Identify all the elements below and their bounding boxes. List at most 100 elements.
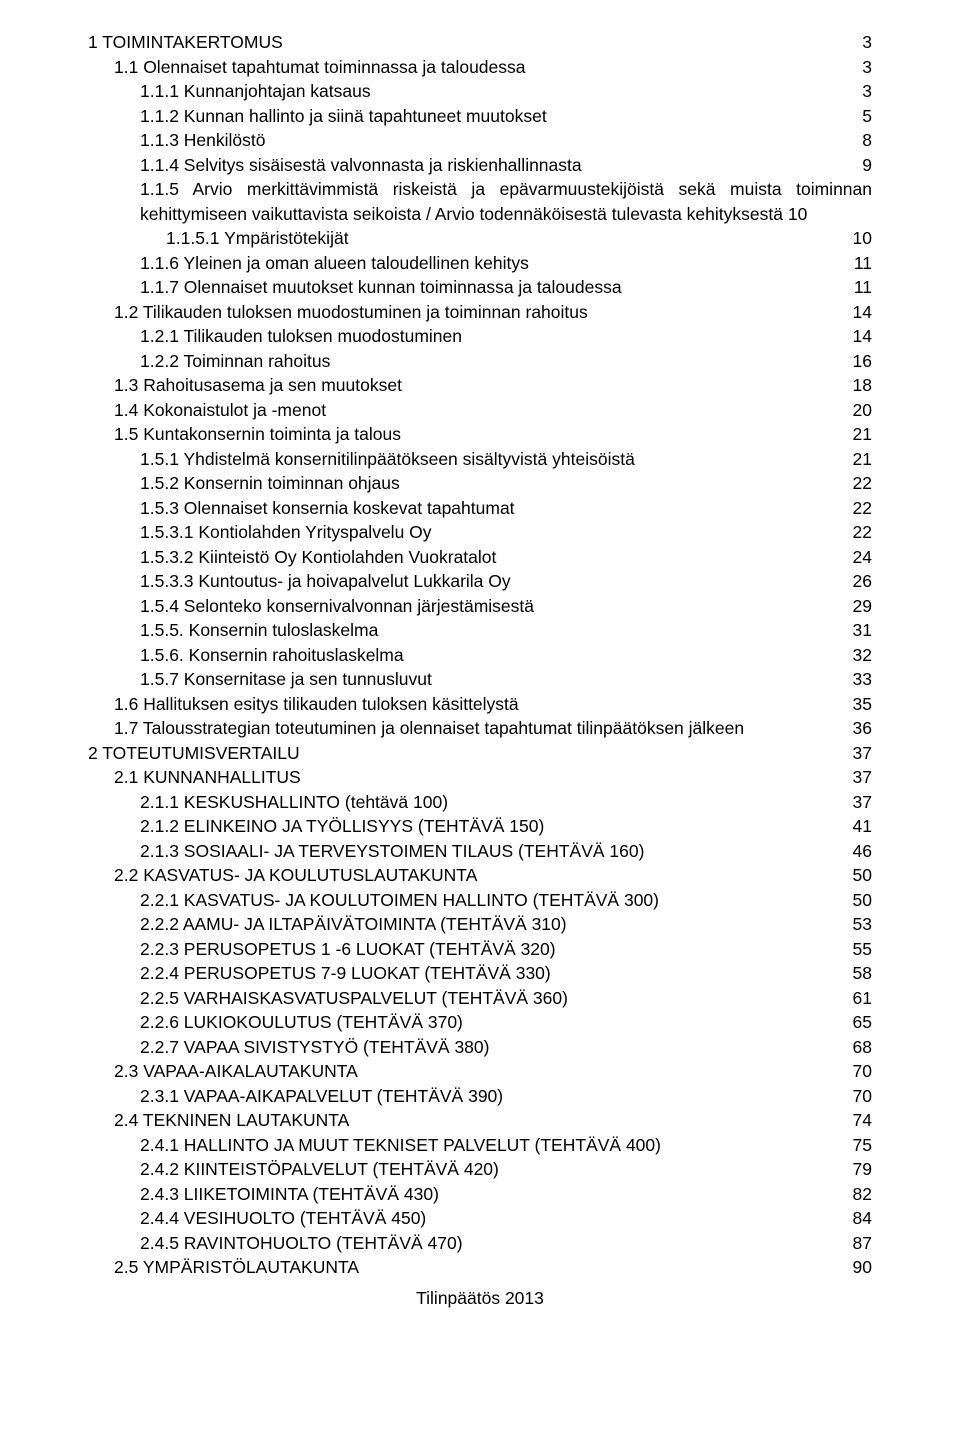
toc-entry[interactable]: 1.3 Rahoitusasema ja sen muutokset18 (88, 373, 872, 398)
toc-entry-page: 29 (853, 594, 872, 619)
toc-entry-page: 10 (853, 226, 872, 251)
toc-entry-title: 1.5.4 Selonteko konsernivalvonnan järjes… (140, 594, 534, 619)
toc-entry-title: 1.5.7 Konsernitase ja sen tunnusluvut (140, 667, 432, 692)
toc-entry-page: 22 (853, 471, 872, 496)
toc-entry-title: 2.3.1 VAPAA-AIKAPALVELUT (TEHTÄVÄ 390) (140, 1084, 503, 1109)
toc-entry-title: 2.2.2 AAMU- JA ILTAPÄIVÄTOIMINTA (TEHTÄV… (140, 912, 567, 937)
toc-entry[interactable]: 2.1.1 KESKUSHALLINTO (tehtävä 100)37 (88, 790, 872, 815)
toc-entry-page: 3 (862, 79, 872, 104)
toc-entry-page: 9 (862, 153, 872, 178)
toc-entry[interactable]: 2.2.2 AAMU- JA ILTAPÄIVÄTOIMINTA (TEHTÄV… (88, 912, 872, 937)
toc-entry[interactable]: 2.2 KASVATUS- JA KOULUTUSLAUTAKUNTA50 (88, 863, 872, 888)
toc-entry[interactable]: 1.5 Kuntakonsernin toiminta ja talous21 (88, 422, 872, 447)
toc-page: 1 TOIMINTAKERTOMUS31.1 Olennaiset tapaht… (0, 0, 960, 1448)
toc-entry-title: 1.5.3.1 Kontiolahden Yrityspalvelu Oy (140, 520, 432, 545)
toc-entry-title: 1.1.5.1 Ympäristötekijät (166, 226, 349, 251)
toc-entry[interactable]: 2.2.3 PERUSOPETUS 1 -6 LUOKAT (TEHTÄVÄ 3… (88, 937, 872, 962)
toc-entry-title: 1.5.2 Konsernin toiminnan ohjaus (140, 471, 400, 496)
toc-entry[interactable]: 2.4.4 VESIHUOLTO (TEHTÄVÄ 450) 84 (88, 1206, 872, 1231)
toc-entry-title: 2.4.5 RAVINTOHUOLTO (TEHTÄVÄ 470) (140, 1231, 463, 1256)
toc-entry[interactable]: 2.2.5 VARHAISKASVATUSPALVELUT (TEHTÄVÄ 3… (88, 986, 872, 1011)
toc-entry[interactable]: 2.3 VAPAA-AIKALAUTAKUNTA70 (88, 1059, 872, 1084)
toc-entry[interactable]: 2.5 YMPÄRISTÖLAUTAKUNTA90 (88, 1255, 872, 1280)
toc-entry[interactable]: 2.3.1 VAPAA-AIKAPALVELUT (TEHTÄVÄ 390)70 (88, 1084, 872, 1109)
toc-entry[interactable]: 1.2 Tilikauden tuloksen muodostuminen ja… (88, 300, 872, 325)
toc-entry[interactable]: 2.1.3 SOSIAALI- JA TERVEYSTOIMEN TILAUS … (88, 839, 872, 864)
toc-entry[interactable]: 2.4.3 LIIKETOIMINTA (TEHTÄVÄ 430)82 (88, 1182, 872, 1207)
toc-entry-title: 2.2.7 VAPAA SIVISTYSTYÖ (TEHTÄVÄ 380) (140, 1035, 489, 1060)
toc-entry-title: 1.7 Talousstrategian toteutuminen ja ole… (114, 716, 744, 741)
toc-entry-page: 53 (853, 912, 872, 937)
toc-entry[interactable]: 1.5.3.2 Kiinteistö Oy Kontiolahden Vuokr… (88, 545, 872, 570)
toc-entry[interactable]: 2.1.2 ELINKEINO JA TYÖLLISYYS (TEHTÄVÄ 1… (88, 814, 872, 839)
toc-entry-title: 2.4.2 KIINTEISTÖPALVELUT (TEHTÄVÄ 420) (140, 1157, 499, 1182)
toc-entry-page: 11 (854, 275, 872, 300)
toc-entry[interactable]: 2.1 KUNNANHALLITUS37 (88, 765, 872, 790)
toc-entry[interactable]: 1.2.2 Toiminnan rahoitus16 (88, 349, 872, 374)
toc-entry[interactable]: 1.1.5.1 Ympäristötekijät 10 (88, 226, 872, 251)
toc-entry[interactable]: 2.4 TEKNINEN LAUTAKUNTA74 (88, 1108, 872, 1133)
toc-entry[interactable]: 2 TOTEUTUMISVERTAILU37 (88, 741, 872, 766)
toc-entry[interactable]: 2.4.2 KIINTEISTÖPALVELUT (TEHTÄVÄ 420)79 (88, 1157, 872, 1182)
toc-entry-page: 26 (853, 569, 872, 594)
toc-entry[interactable]: 1.1.6 Yleinen ja oman alueen taloudellin… (88, 251, 872, 276)
toc-entry-page: 61 (853, 986, 872, 1011)
toc-entry-title: 1.2.1 Tilikauden tuloksen muodostuminen (140, 324, 462, 349)
toc-entry-title: 1.1.2 Kunnan hallinto ja siinä tapahtune… (140, 104, 547, 129)
toc-entry[interactable]: 2.2.1 KASVATUS- JA KOULUTOIMEN HALLINTO … (88, 888, 872, 913)
toc-entry-page: 22 (853, 496, 872, 521)
toc-entry-page: 33 (853, 667, 872, 692)
toc-entry[interactable]: 1.5.3.1 Kontiolahden Yrityspalvelu Oy 22 (88, 520, 872, 545)
toc-entry[interactable]: 2.4.1 HALLINTO JA MUUT TEKNISET PALVELUT… (88, 1133, 872, 1158)
toc-entry-title: 2 TOTEUTUMISVERTAILU (88, 741, 300, 766)
toc-entry[interactable]: 1.5.6. Konsernin rahoituslaskelma32 (88, 643, 872, 668)
toc-entry-page: 22 (853, 520, 872, 545)
toc-entry-page: 84 (853, 1206, 872, 1231)
toc-entry-title: 1.1.6 Yleinen ja oman alueen taloudellin… (140, 251, 529, 276)
toc-entry[interactable]: 1.5.3.3 Kuntoutus- ja hoivapalvelut Lukk… (88, 569, 872, 594)
toc-entry-title: 1.1 Olennaiset tapahtumat toiminnassa ja… (114, 55, 526, 80)
toc-entry-page: 36 (853, 716, 872, 741)
toc-entry-page: 68 (853, 1035, 872, 1060)
toc-entry-title: 1.5 Kuntakonsernin toiminta ja talous (114, 422, 401, 447)
toc-entry[interactable]: 2.2.7 VAPAA SIVISTYSTYÖ (TEHTÄVÄ 380) 68 (88, 1035, 872, 1060)
toc-entry-page: 75 (853, 1133, 872, 1158)
toc-entry[interactable]: 1 TOIMINTAKERTOMUS3 (88, 30, 872, 55)
toc-entry[interactable]: 1.5.4 Selonteko konsernivalvonnan järjes… (88, 594, 872, 619)
toc-entry[interactable]: 1.5.2 Konsernin toiminnan ohjaus 22 (88, 471, 872, 496)
toc-entry-title: 1.5.1 Yhdistelmä konsernitilinpäätökseen… (140, 447, 635, 472)
toc-entry-page: 16 (853, 349, 872, 374)
toc-entry[interactable]: 1.5.5. Konsernin tuloslaskelma31 (88, 618, 872, 643)
toc-entry-title: 2.1.3 SOSIAALI- JA TERVEYSTOIMEN TILAUS … (140, 839, 644, 864)
toc-entry[interactable]: 1.2.1 Tilikauden tuloksen muodostuminen 1… (88, 324, 872, 349)
toc-entry-title: 2.1.2 ELINKEINO JA TYÖLLISYYS (TEHTÄVÄ 1… (140, 814, 544, 839)
toc-entry-title: 1.1.4 Selvitys sisäisestä valvonnasta ja… (140, 153, 582, 178)
toc-entry[interactable]: 1.6 Hallituksen esitys tilikauden tuloks… (88, 692, 872, 717)
toc-entry[interactable]: 1.1.1 Kunnanjohtajan katsaus3 (88, 79, 872, 104)
toc-entry-page: 8 (862, 128, 872, 153)
toc-entry-title: 2.4.4 VESIHUOLTO (TEHTÄVÄ 450) (140, 1206, 426, 1231)
toc-entry-page: 3 (862, 30, 872, 55)
toc-entry[interactable]: 1.1.2 Kunnan hallinto ja siinä tapahtune… (88, 104, 872, 129)
toc-entry[interactable]: 1.1.4 Selvitys sisäisestä valvonnasta ja… (88, 153, 872, 178)
toc-entry[interactable]: 1.1.3 Henkilöstö8 (88, 128, 872, 153)
toc-entry[interactable]: 1.1.5 Arvio merkittävimmistä riskeistä j… (88, 177, 872, 226)
toc-entry[interactable]: 1.7 Talousstrategian toteutuminen ja ole… (88, 716, 872, 741)
toc-entry-title: 1.5.3.2 Kiinteistö Oy Kontiolahden Vuokr… (140, 545, 496, 570)
toc-entry-title: 1.4 Kokonaistulot ja -menot (114, 398, 326, 423)
toc-entry[interactable]: 1.5.1 Yhdistelmä konsernitilinpäätökseen… (88, 447, 872, 472)
toc-entry-page: 14 (853, 324, 872, 349)
toc-entry[interactable]: 2.2.6 LUKIOKOULUTUS (TEHTÄVÄ 370)65 (88, 1010, 872, 1035)
toc-entry[interactable]: 1.1 Olennaiset tapahtumat toiminnassa ja… (88, 55, 872, 80)
toc-entry[interactable]: 2.2.4 PERUSOPETUS 7-9 LUOKAT (TEHTÄVÄ 33… (88, 961, 872, 986)
toc-entry[interactable]: 1.4 Kokonaistulot ja -menot20 (88, 398, 872, 423)
toc-entry-page: 74 (853, 1108, 872, 1133)
toc-entry-page: 41 (853, 814, 872, 839)
toc-entry[interactable]: 1.5.7 Konsernitase ja sen tunnusluvut 33 (88, 667, 872, 692)
toc-entry-page: 35 (853, 692, 872, 717)
toc-entry[interactable]: 1.5.3 Olennaiset konsernia koskevat tapa… (88, 496, 872, 521)
toc-entry[interactable]: 1.1.7 Olennaiset muutokset kunnan toimin… (88, 275, 872, 300)
toc-entry-title: 1.1.7 Olennaiset muutokset kunnan toimin… (140, 275, 622, 300)
toc-entry[interactable]: 2.4.5 RAVINTOHUOLTO (TEHTÄVÄ 470)87 (88, 1231, 872, 1256)
toc-entry-page: 3 (862, 55, 872, 80)
